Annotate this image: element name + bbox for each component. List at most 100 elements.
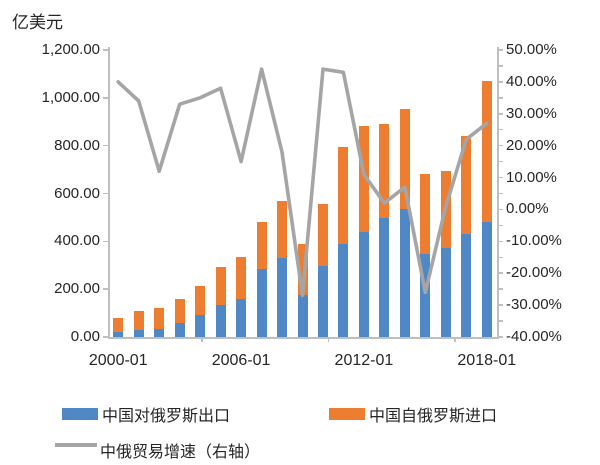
- growth-line-chart: [116, 67, 489, 298]
- legend-swatch-import: [329, 408, 365, 420]
- y-axis-right-tick: [498, 49, 503, 51]
- bar-export-segment: [379, 218, 390, 337]
- bar-export-segment: [297, 295, 308, 337]
- x-axis-tick: [327, 337, 330, 342]
- y-axis-right-tick: [498, 176, 503, 179]
- plot-area: [108, 50, 497, 337]
- x-axis-label: 2000-01: [88, 352, 148, 369]
- y-axis-right-tick: [498, 224, 503, 227]
- bar-export-segment: [236, 299, 247, 337]
- y-axis-left-label: 1,200.00: [41, 41, 100, 58]
- y-axis-right-tick: [498, 240, 503, 243]
- y-axis-left-tick: [103, 144, 108, 147]
- y-axis-left-label: 1,000.00: [41, 88, 100, 106]
- y-axis-right-tick: [498, 97, 503, 99]
- bar-export-segment: [358, 231, 369, 337]
- y-axis-left-tick: [103, 97, 108, 99]
- bar-export-segment: [317, 266, 328, 337]
- bar-export-segment: [440, 247, 451, 337]
- y-axis-right-label: 0.00%: [506, 200, 549, 218]
- x-axis-tick: [201, 337, 203, 342]
- y-axis-right-line: [497, 47, 499, 337]
- legend-label-export: 中国对俄罗斯出口: [102, 408, 231, 425]
- bar-import-segment: [297, 244, 308, 296]
- y-axis-right-tick: [498, 320, 503, 322]
- y-axis-right-tick: [498, 256, 503, 259]
- x-axis-line: [108, 337, 499, 339]
- y-axis-right-tick: [498, 304, 503, 306]
- y-axis-right-label: -30.00%: [506, 296, 562, 314]
- bar-import-segment: [133, 311, 144, 331]
- bar-import-segment: [195, 286, 206, 316]
- y-axis-left-tick: [103, 49, 108, 51]
- legend-line-swatch-growth: [55, 443, 97, 447]
- y-axis-right-tick: [498, 272, 503, 274]
- y-axis-left-tick: [103, 288, 108, 290]
- bar-import-segment: [481, 80, 492, 223]
- y-axis-right-tick: [498, 208, 503, 211]
- y-axis-right-label: 20.00%: [506, 136, 557, 154]
- bar-export-segment: [338, 243, 349, 337]
- bar-export-segment: [174, 322, 185, 337]
- bar-export-segment: [195, 315, 206, 337]
- bar-export-segment: [113, 331, 124, 337]
- y-axis-right-label: -40.00%: [506, 328, 562, 345]
- legend-swatch-export: [62, 408, 98, 420]
- bar-import-segment: [236, 257, 247, 300]
- bar-import-segment: [256, 221, 267, 269]
- y-axis-left-label: 800.00: [54, 136, 100, 154]
- y-axis-left-tick: [103, 192, 108, 195]
- bar-import-segment: [420, 174, 431, 254]
- y-axis-right-tick: [498, 113, 503, 115]
- y-axis-right-tick: [498, 128, 503, 131]
- bar-export-segment: [277, 258, 288, 337]
- y-axis-left-label: 0.00: [70, 328, 100, 345]
- bar-import-segment: [461, 135, 472, 235]
- x-axis-label: 2006-01: [211, 352, 271, 369]
- y-axis-right-tick: [498, 192, 503, 195]
- y-axis-right-tick: [498, 65, 503, 67]
- bar-export-segment: [256, 268, 267, 337]
- bar-export-segment: [154, 328, 165, 337]
- y-axis-right-tick: [498, 288, 503, 290]
- bar-import-segment: [277, 201, 288, 259]
- y-axis-right-label: -10.00%: [506, 232, 562, 250]
- y-axis-left-tick: [103, 240, 108, 243]
- y-axis-right-tick: [498, 144, 503, 147]
- x-axis-label: 2012-01: [334, 352, 394, 369]
- bar-export-segment: [461, 234, 472, 337]
- bar-import-segment: [113, 317, 124, 332]
- bar-import-segment: [174, 299, 185, 323]
- bar-export-segment: [133, 330, 144, 337]
- bar-import-segment: [399, 109, 410, 209]
- y-axis-left-label: 600.00: [54, 184, 100, 202]
- y-axis-right-label: 10.00%: [506, 168, 557, 186]
- bar-export-segment: [215, 305, 226, 337]
- x-axis-tick: [454, 337, 456, 342]
- y-axis-left-tick: [103, 336, 108, 338]
- y-axis-right-label: 40.00%: [506, 72, 557, 90]
- y-axis-right-label: -20.00%: [506, 264, 562, 282]
- y-axis-left-label: 400.00: [54, 232, 100, 250]
- y-axis-right-tick: [498, 336, 503, 338]
- x-axis-label: 2018-01: [457, 352, 517, 369]
- growth-line: [116, 67, 489, 298]
- bar-import-segment: [358, 126, 369, 232]
- bar-import-segment: [154, 308, 165, 329]
- bar-import-segment: [338, 147, 349, 244]
- bar-export-segment: [481, 222, 492, 337]
- y-axis-right-label: 50.00%: [506, 41, 557, 58]
- legend-label-growth: 中俄贸易增速（右轴）: [100, 444, 261, 461]
- bar-export-segment: [399, 208, 410, 337]
- bar-import-segment: [317, 204, 328, 267]
- y-axis-right-tick: [498, 160, 503, 163]
- y-axis-right-tick: [498, 81, 503, 83]
- bar-import-segment: [379, 123, 390, 219]
- bar-import-segment: [215, 267, 226, 306]
- axis-unit-title: 亿美元: [12, 13, 63, 32]
- y-axis-left-line: [108, 47, 110, 337]
- y-axis-left-label: 200.00: [54, 280, 100, 298]
- legend-label-import: 中国自俄罗斯进口: [369, 408, 498, 425]
- bar-export-segment: [420, 253, 431, 337]
